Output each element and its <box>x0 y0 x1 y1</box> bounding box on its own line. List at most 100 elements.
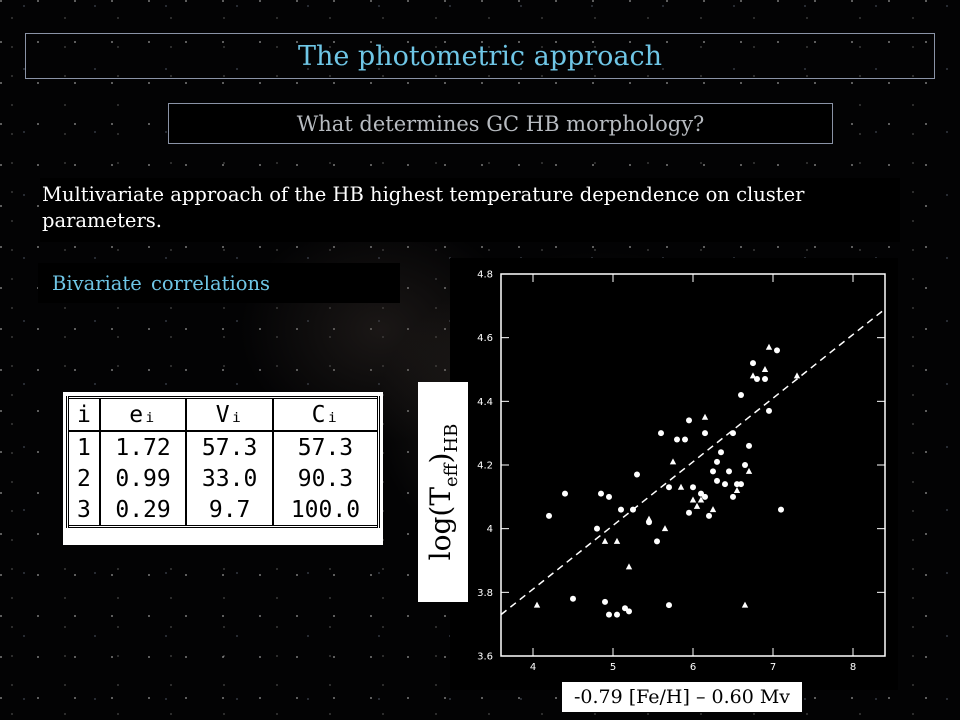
data-point-triangle <box>709 506 717 513</box>
table-header-cell: eᵢ <box>98 397 187 432</box>
data-point-circle <box>666 484 672 491</box>
data-point-triangle <box>601 537 609 544</box>
table-cell: 90.3 <box>271 463 380 494</box>
data-point-triangle <box>661 525 669 532</box>
data-point-circle <box>614 611 620 618</box>
table-cell: 57.3 <box>271 431 380 463</box>
table-cell: 1.72 <box>98 431 187 463</box>
data-point-triangle <box>745 467 753 474</box>
y-tick-label: 3.8 <box>477 588 493 599</box>
table-cell: 9.7 <box>185 494 273 527</box>
y-tick-label: 4 <box>487 524 493 535</box>
data-point-triangle <box>533 601 541 608</box>
data-point-circle <box>698 490 704 497</box>
x-tick-label: 4 <box>530 662 536 673</box>
table-row: 3 0.29 9.7 100.0 <box>65 494 380 527</box>
x-tick-label: 6 <box>690 662 696 673</box>
data-point-circle <box>654 538 660 545</box>
data-point-circle <box>682 436 688 443</box>
table-cell: 0.99 <box>98 463 187 494</box>
table-cell: 0.29 <box>98 494 187 527</box>
slide-subtitle-box: What determines GC HB morphology? <box>168 103 833 144</box>
table-row: 1 1.72 57.3 57.3 <box>65 431 380 463</box>
body-text: Multivariate approach of the HB highest … <box>40 178 900 242</box>
data-point-circle <box>730 430 736 437</box>
data-point-circle <box>626 608 632 615</box>
data-point-circle <box>690 484 696 491</box>
table-cell: 100.0 <box>271 494 380 527</box>
data-point-triangle <box>677 483 685 490</box>
y-tick-label: 4.2 <box>477 461 493 472</box>
data-point-triangle <box>701 413 709 420</box>
data-point-circle <box>714 458 720 465</box>
data-point-circle <box>602 598 608 605</box>
table-header-cell: Vᵢ <box>185 397 273 432</box>
data-point-circle <box>730 493 736 500</box>
data-point-circle <box>710 468 716 475</box>
slide-title: The photometric approach <box>297 40 663 72</box>
x-tick-label: 7 <box>770 662 776 673</box>
data-point-circle <box>606 611 612 618</box>
fit-line <box>500 308 886 616</box>
data-point-circle <box>622 605 628 612</box>
data-point-triangle <box>761 366 769 372</box>
data-point-circle <box>562 490 568 497</box>
slide-subtitle: What determines GC HB morphology? <box>296 111 705 136</box>
x-tick-label: 5 <box>610 662 616 673</box>
data-point-circle <box>686 417 692 424</box>
data-point-triangle <box>613 537 621 544</box>
table-cell: 2 <box>65 463 100 494</box>
data-point-circle <box>746 442 752 449</box>
x-axis-label-box: -0.79 [Fe/H] – 0.60 Mv <box>562 682 802 712</box>
data-point-circle <box>762 376 768 383</box>
table-header-cell: Cᵢ <box>271 397 380 432</box>
data-point-circle <box>702 430 708 437</box>
data-point-circle <box>726 468 732 475</box>
table-cell: 3 <box>65 494 100 527</box>
data-point-triangle <box>645 515 653 522</box>
data-point-circle <box>658 430 664 437</box>
data-point-circle <box>738 391 744 398</box>
data-point-circle <box>778 506 784 513</box>
data-point-triangle <box>625 563 633 570</box>
data-point-triangle <box>733 486 741 493</box>
data-point-circle <box>686 509 692 516</box>
data-point-circle <box>774 347 780 354</box>
data-point-circle <box>570 595 576 602</box>
data-point-circle <box>742 462 748 468</box>
data-point-triangle <box>765 343 773 350</box>
data-point-circle <box>718 449 724 456</box>
table-cell: 33.0 <box>185 463 273 494</box>
y-axis-label-box: log(Teff)HB <box>418 382 468 602</box>
data-point-circle <box>674 436 680 443</box>
table-header-row: i eᵢ Vᵢ Cᵢ <box>65 397 380 432</box>
data-point-circle <box>750 360 756 367</box>
y-tick-label: 4.4 <box>477 397 493 408</box>
data-point-circle <box>546 512 552 519</box>
data-point-circle <box>634 471 640 478</box>
table-header-cell: i <box>65 397 100 432</box>
data-point-triangle <box>697 496 705 503</box>
data-point-circle <box>706 512 712 519</box>
table-cell: 57.3 <box>185 431 273 463</box>
data-point-circle <box>666 602 672 609</box>
y-tick-label: 4.6 <box>477 333 493 344</box>
x-axis-label: -0.79 [Fe/H] – 0.60 Mv <box>573 686 791 708</box>
data-point-circle <box>714 477 720 484</box>
data-point-circle <box>594 525 600 532</box>
data-point-circle <box>630 506 636 513</box>
data-point-circle <box>618 506 624 513</box>
y-tick-label: 4.8 <box>477 270 493 281</box>
data-point-triangle <box>793 372 801 379</box>
data-point-circle <box>722 481 728 488</box>
data-point-triangle <box>749 372 757 379</box>
y-tick-label: 3.6 <box>477 652 493 663</box>
data-point-circle <box>606 493 612 500</box>
coefficient-table: i eᵢ Vᵢ Cᵢ 1 1.72 57.3 57.3 2 0.99 33.0 … <box>65 396 380 528</box>
table-cell: 1 <box>65 431 100 463</box>
data-point-triangle <box>689 496 697 503</box>
slide-title-box: The photometric approach <box>25 33 935 79</box>
data-point-circle <box>766 407 772 414</box>
section-label: Bivariate correlations <box>38 263 400 303</box>
data-point-triangle <box>669 458 677 465</box>
